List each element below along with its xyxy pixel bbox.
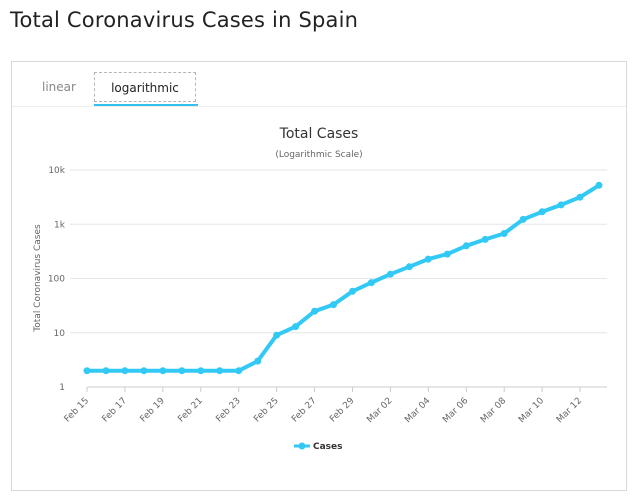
legend-label-cases: Cases (313, 442, 343, 452)
series-cases (83, 181, 603, 375)
data-point (386, 270, 394, 278)
data-point (178, 367, 186, 375)
data-point (254, 357, 262, 365)
x-tick-label: Mar 12 (555, 396, 584, 425)
data-point (311, 307, 319, 315)
legend[interactable]: Cases (294, 442, 343, 452)
tab-logarithmic[interactable]: logarithmic (94, 72, 196, 102)
x-tick-label: Feb 15 (63, 396, 91, 424)
data-point (500, 230, 508, 237)
data-point (424, 255, 432, 263)
grid-lines (70, 169, 607, 334)
data-point (519, 215, 527, 223)
data-point (330, 301, 337, 309)
legend-marker (298, 442, 306, 450)
y-tick-label: 10 (54, 329, 66, 339)
page-title: Total Coronavirus Cases in Spain (10, 8, 359, 32)
x-tick-label: Feb 29 (328, 396, 357, 425)
data-point (83, 367, 91, 375)
y-tick-label: 1k (54, 220, 66, 230)
data-point (140, 367, 148, 375)
x-tick-label: Feb 21 (176, 396, 204, 424)
x-tick-label: Feb 19 (139, 396, 168, 425)
data-point (481, 235, 489, 243)
x-tick-label: Mar 06 (441, 396, 470, 425)
data-point (121, 367, 129, 375)
data-point (557, 201, 565, 209)
active-tab-indicator (94, 104, 198, 106)
data-point (159, 367, 167, 375)
x-axis-ticks: Feb 15 Feb 17 Feb 19 Feb 21 Feb 23 Feb 25 Feb … (63, 387, 584, 425)
y-tick-label: 100 (48, 275, 65, 285)
tab-divider (12, 106, 626, 107)
x-tick-label: Mar 08 (479, 396, 508, 425)
x-tick-label: Feb 17 (101, 396, 129, 424)
data-point (576, 193, 584, 201)
y-tick-label: 1 (59, 383, 65, 393)
x-tick-label: Feb 23 (214, 396, 242, 424)
chart-title: Total Cases (279, 126, 359, 142)
x-tick-label: Feb 25 (252, 396, 280, 424)
chart-subtitle: (Logarithmic Scale) (275, 150, 362, 160)
y-axis-title: Total Coronavirus Cases (33, 224, 43, 333)
chart-panel: linear logarithmic (11, 61, 627, 491)
data-point (102, 367, 110, 375)
tab-linear[interactable]: linear (42, 80, 76, 94)
data-point (273, 331, 281, 339)
y-axis-ticks: 1 10 100 1k 10k (48, 166, 66, 393)
x-tick-label: Feb 27 (290, 396, 318, 424)
x-tick-label: Mar 02 (365, 396, 394, 425)
x-tick-label: Mar 10 (517, 396, 546, 425)
data-point (292, 323, 300, 331)
x-tick-label: Mar 04 (403, 396, 432, 425)
data-point (538, 208, 546, 216)
data-point (462, 242, 470, 250)
data-point (235, 367, 243, 375)
series-line-cases (85, 183, 601, 373)
data-point (349, 287, 356, 295)
y-tick-label: 10k (48, 166, 65, 176)
data-point (367, 279, 375, 287)
data-point (443, 250, 451, 258)
data-point (197, 367, 205, 375)
data-point (595, 181, 603, 189)
data-point (405, 263, 413, 271)
data-point (216, 367, 224, 375)
